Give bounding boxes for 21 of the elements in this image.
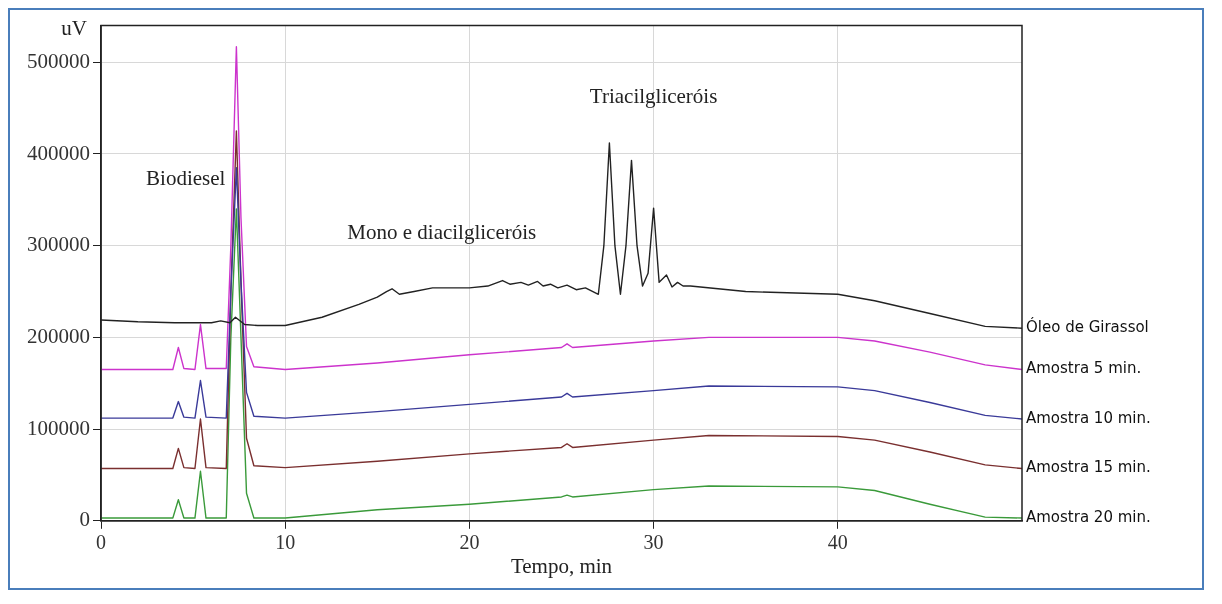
x-tick-label: 40 [827, 531, 848, 554]
annotation: Mono e diacilgliceróis [347, 220, 537, 245]
x-tick-label: 20 [459, 531, 480, 554]
y-tick-label: 200000 [27, 323, 90, 348]
series-label: Amostra 10 min. [1026, 408, 1151, 427]
y-tick-label: 500000 [27, 48, 90, 73]
y-tick-label: 100000 [27, 415, 90, 440]
x-tick-label: 10 [275, 531, 296, 554]
y-tick-label: 400000 [27, 140, 90, 165]
series-label: Amostra 5 min. [1026, 359, 1142, 378]
y-tick-label: 300000 [27, 232, 90, 257]
annotation: Triacilgliceróis [589, 84, 718, 109]
series-label: Óleo de Girassol [1026, 317, 1149, 337]
series-label: Amostra 15 min. [1026, 458, 1151, 477]
x-axis-title: Tempo, min [510, 553, 613, 578]
series-label: Amostra 20 min. [1026, 507, 1151, 526]
annotation: Biodiesel [146, 165, 226, 190]
y-tick-label: 0 [79, 507, 90, 532]
y-axis-title: uV [61, 15, 87, 40]
x-tick-label: 30 [643, 531, 664, 554]
x-tick-label: 0 [96, 531, 106, 554]
